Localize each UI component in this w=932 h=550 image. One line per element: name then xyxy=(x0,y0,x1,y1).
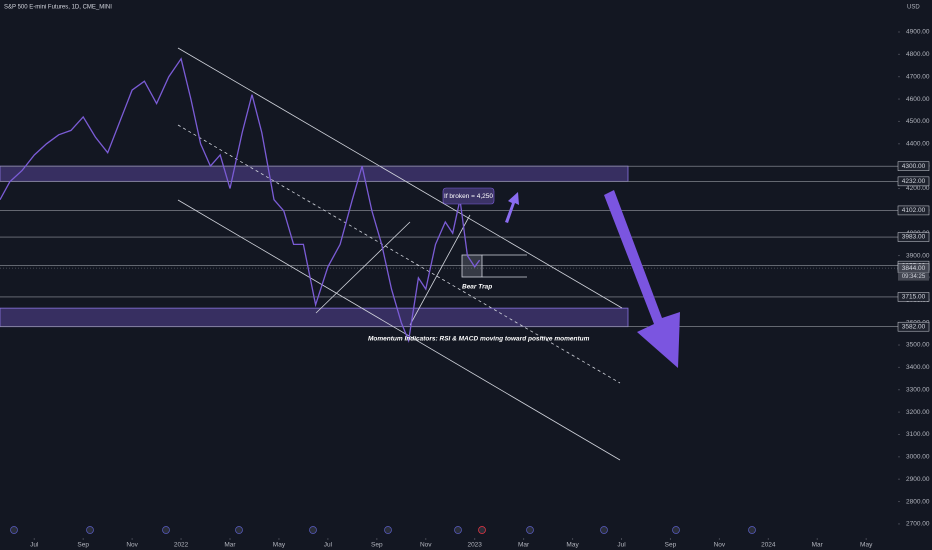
drawings xyxy=(177,47,623,461)
price-tag-label: 3582.00 xyxy=(902,323,926,330)
big-arrow xyxy=(604,190,680,368)
annotation: Bear Trap xyxy=(462,284,492,291)
price-tag-label: 3983.00 xyxy=(902,234,926,241)
y-tick-label: 3500.00 xyxy=(906,342,930,349)
price-tag xyxy=(897,176,930,187)
x-tick-label: Mar xyxy=(224,542,236,549)
y-tick-label: 4200.00 xyxy=(906,185,930,192)
x-tick-label: May xyxy=(273,542,286,549)
x-tick-label: Nov xyxy=(126,542,138,549)
price-line xyxy=(0,57,481,344)
annotation: If broken = 4,250 xyxy=(444,193,493,200)
channel-lower xyxy=(177,199,621,461)
annotation: Momentum Indicators: RSI & MACD moving t… xyxy=(368,336,590,343)
y-tick-label: 3900.00 xyxy=(906,252,930,259)
channel-mid xyxy=(177,124,621,384)
price xyxy=(0,57,481,344)
countdown-bg xyxy=(898,272,929,281)
y-tick-label: 4800.00 xyxy=(906,51,930,58)
event-icon xyxy=(672,526,680,534)
y-tick-label: 4900.00 xyxy=(906,29,930,36)
trend-line xyxy=(315,221,411,314)
x-axis: Jul Sep Nov 2022 Mar May Jul Sep Nov 2023 Mar May Ju… xyxy=(30,538,873,549)
y-tick-label: 4500.00 xyxy=(906,118,930,125)
y-tick-label: 4400.00 xyxy=(906,140,930,147)
zone xyxy=(0,165,629,182)
event-icon xyxy=(10,526,18,534)
x-tick-label: Jul xyxy=(324,542,333,549)
y-tick-label: 2700.00 xyxy=(906,521,930,528)
y-tick-label: 4600.00 xyxy=(906,96,930,103)
price-tag-label: 4300.00 xyxy=(902,163,926,170)
countdown: 09:34:25 xyxy=(902,274,926,280)
event-icon xyxy=(454,526,462,534)
annotation-box xyxy=(442,187,495,205)
price-tag-label: 4232.00 xyxy=(902,178,926,185)
event-icon xyxy=(526,526,534,534)
event-icon xyxy=(478,526,486,534)
x-tick-label: 2023 xyxy=(467,542,482,549)
x-tick-label: May xyxy=(860,542,873,549)
x-tick-label: Mar xyxy=(812,542,824,549)
y-tick-label: 3000.00 xyxy=(906,454,930,461)
price-tag-label: 3715.00 xyxy=(902,294,926,301)
event-icon xyxy=(384,526,392,534)
price-tag-label: 4102.00 xyxy=(902,207,926,214)
price-tag xyxy=(897,292,930,302)
y-tick-label: 2900.00 xyxy=(906,476,930,483)
y-tick-label: 3400.00 xyxy=(906,364,930,371)
x-tick-label: Jul xyxy=(30,542,39,549)
event-icon xyxy=(162,526,170,534)
y-tick-label: 3300.00 xyxy=(906,386,930,393)
x-tick-label: Nov xyxy=(420,542,432,549)
symbol-title: S&P 500 E-mini Futures, 1D, CME_MINI xyxy=(4,5,112,11)
x-tick-label: Sep xyxy=(665,542,677,549)
price-tag xyxy=(897,161,930,171)
y-tick-label: 2800.00 xyxy=(906,498,930,505)
price-tag xyxy=(897,205,930,216)
channel-upper xyxy=(177,47,623,309)
event-icon xyxy=(309,526,317,534)
small-arrow xyxy=(505,192,519,223)
bear-trap-box xyxy=(461,254,483,278)
zone xyxy=(0,307,629,328)
x-tick-label: Sep xyxy=(77,542,89,549)
price-tag-label: 3844.00 xyxy=(902,265,926,272)
x-tick-label: 2022 xyxy=(174,542,189,549)
levels xyxy=(0,165,898,327)
event-icon xyxy=(600,526,608,534)
event-icon xyxy=(235,526,243,534)
x-tick-label: Nov xyxy=(714,542,726,549)
x-tick-label: May xyxy=(566,542,579,549)
currency: USD xyxy=(907,5,920,11)
x-tick-label: Sep xyxy=(371,542,383,549)
y-tick-label: 3200.00 xyxy=(906,409,930,416)
y-tick-label: 3100.00 xyxy=(906,431,930,438)
price-tag xyxy=(897,321,930,332)
event-icon xyxy=(748,526,756,534)
x-tick-label: Mar xyxy=(518,542,530,549)
price-tag xyxy=(897,232,930,242)
trend-line xyxy=(409,214,471,326)
x-tick-label: 2024 xyxy=(761,542,776,549)
event-icons xyxy=(10,526,756,534)
price-tags: 4300.004232.004102.003983.003855.003715.… xyxy=(897,161,930,332)
event-icon xyxy=(86,526,94,534)
y-tick-label: 4700.00 xyxy=(906,73,930,80)
x-tick-label: Jul xyxy=(617,542,626,549)
